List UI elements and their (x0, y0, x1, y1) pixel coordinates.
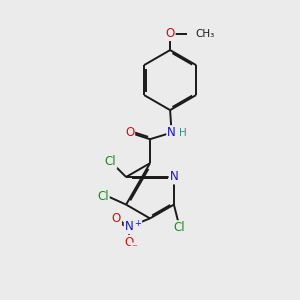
Text: H: H (179, 128, 187, 138)
Text: N: N (124, 220, 134, 233)
Text: O: O (125, 126, 134, 139)
Text: O: O (112, 212, 121, 225)
Text: O: O (124, 236, 134, 249)
Text: +: + (135, 219, 141, 228)
Text: ⁻: ⁻ (131, 243, 137, 254)
Text: CH₃: CH₃ (196, 28, 215, 39)
Text: Cl: Cl (105, 155, 116, 168)
Text: N: N (167, 126, 176, 139)
Text: Cl: Cl (173, 221, 185, 234)
Text: N: N (169, 170, 178, 184)
Text: Cl: Cl (97, 190, 109, 203)
Text: O: O (166, 27, 175, 40)
